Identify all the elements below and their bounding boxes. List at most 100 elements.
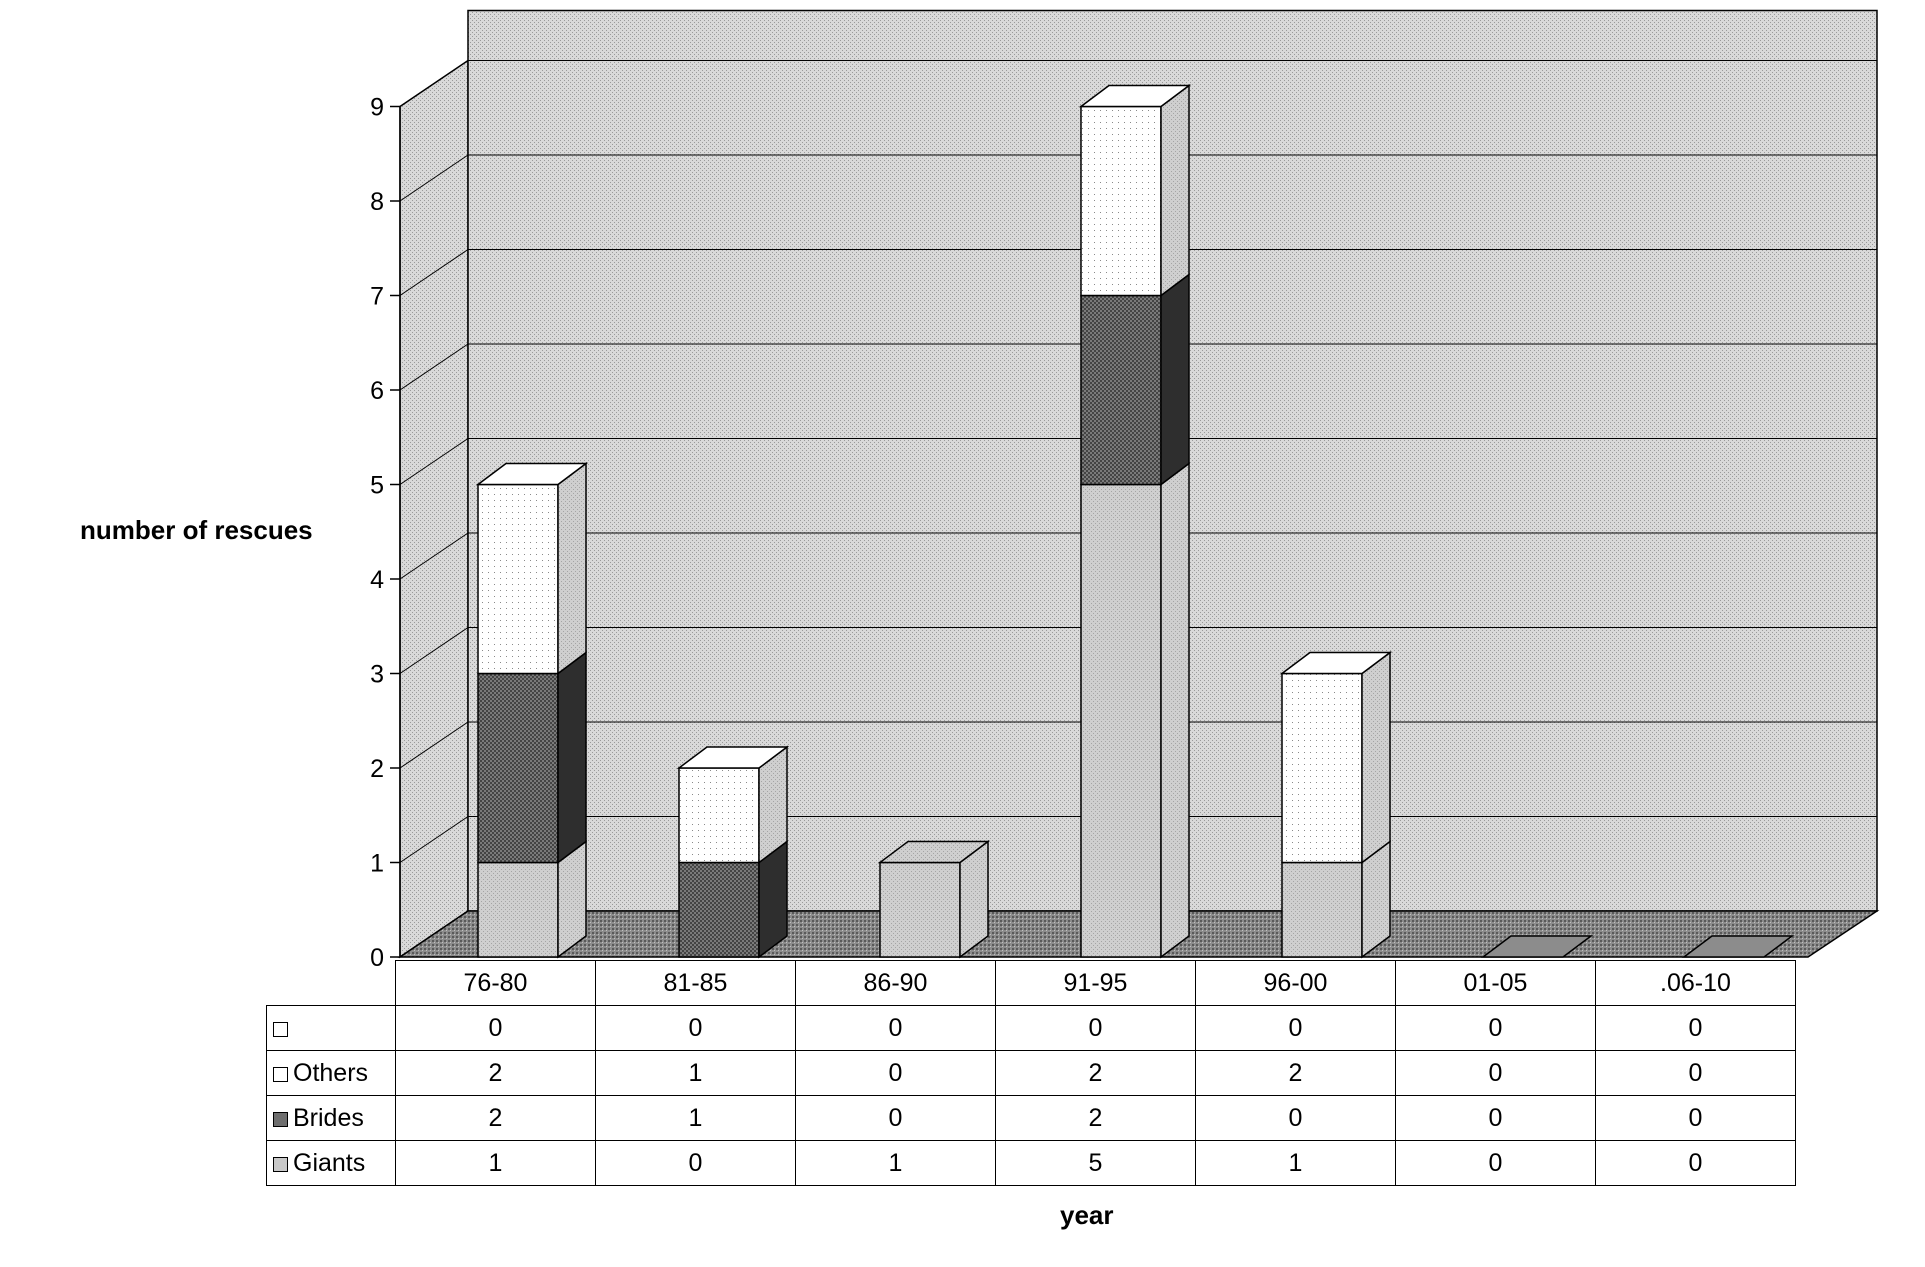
bar-segment-side xyxy=(1160,273,1190,486)
y-tick-label: 1 xyxy=(370,850,384,878)
bar-empty-base xyxy=(1681,935,1795,958)
bar-top xyxy=(676,746,790,769)
table-corner xyxy=(267,961,396,1006)
bar-segment-giants xyxy=(1080,483,1162,958)
data-label: 0 xyxy=(595,1005,796,1051)
legend-entry: Others xyxy=(266,1050,396,1096)
data-label: 0 xyxy=(795,1050,996,1096)
y-tick-label: 6 xyxy=(370,377,384,405)
bar-empty-base xyxy=(1480,935,1594,958)
legend-swatch xyxy=(273,1066,288,1082)
data-label: 1 xyxy=(395,1140,596,1186)
y-axis-title: number of rescues xyxy=(80,515,313,545)
y-tick-label: 7 xyxy=(370,283,384,311)
category-label: 76-80 xyxy=(395,960,596,1006)
data-label: 2 xyxy=(395,1050,596,1096)
gridline-side xyxy=(399,249,469,296)
bar-segment-others xyxy=(678,767,760,864)
category-label: 81-85 xyxy=(595,960,796,1006)
legend-label: Brides xyxy=(293,1103,364,1132)
data-label: 0 xyxy=(1595,1095,1796,1141)
bar-top xyxy=(877,840,991,864)
bar-segment-side xyxy=(1160,84,1190,297)
bar-segment-side xyxy=(557,651,587,864)
data-label: 1 xyxy=(595,1095,796,1141)
legend-entry xyxy=(266,1005,396,1051)
table-header-row: 76-80 81-85 86-90 91-95 96-00 01-05.06-10 xyxy=(267,960,1796,1006)
data-label: 0 xyxy=(995,1005,1196,1051)
y-tick-label: 5 xyxy=(370,472,384,500)
data-label: 2 xyxy=(395,1095,596,1141)
y-tick-label: 2 xyxy=(370,755,384,783)
category-label: .06-10 xyxy=(1595,960,1796,1006)
legend-label: Others xyxy=(293,1058,369,1087)
data-label: 0 xyxy=(395,1005,596,1051)
data-label: 0 xyxy=(1195,1005,1396,1051)
data-label: 0 xyxy=(795,1095,996,1141)
data-label: 0 xyxy=(1395,1005,1596,1051)
table-row: Others 2 1 0 2 2 0 0 xyxy=(266,1050,1796,1096)
y-tick-label: 4 xyxy=(370,566,384,594)
gridline-side xyxy=(399,343,469,391)
table-row: Brides 2 1 0 2 0 0 0 xyxy=(266,1095,1796,1141)
y-tick-label: 3 xyxy=(370,661,384,689)
legend-label: Giants xyxy=(293,1148,366,1177)
legend-swatch xyxy=(273,1156,288,1172)
bar-segment-giants xyxy=(879,861,961,958)
side-wall xyxy=(399,59,469,959)
bar-segment-giants xyxy=(477,861,559,958)
gridline-side xyxy=(399,532,469,580)
y-tick-label: 0 xyxy=(370,944,384,972)
data-label: 0 xyxy=(1595,1140,1796,1186)
bar-segment-side xyxy=(1160,462,1190,959)
data-label: 2 xyxy=(995,1050,1196,1096)
data-table: 76-80 81-85 86-90 91-95 96-00 01-05.06-10 0 0 0 0… xyxy=(266,960,1796,1186)
bar-segment-giants xyxy=(1281,861,1363,958)
bars xyxy=(475,84,1795,959)
category-label: 01-05 xyxy=(1395,960,1596,1006)
bar-segment-others xyxy=(1281,672,1363,864)
category-label: 91-95 xyxy=(995,960,1196,1006)
y-axis: 0 1 2 3 4 5 6 7 8 9 xyxy=(370,94,401,972)
data-label: 0 xyxy=(1395,1050,1596,1096)
data-label: 0 xyxy=(795,1005,996,1051)
y-tick-label: 8 xyxy=(370,188,384,216)
data-label: 0 xyxy=(1595,1005,1796,1051)
data-label: 0 xyxy=(1195,1095,1396,1141)
bar-segment-side xyxy=(557,462,587,675)
bar-segment-brides xyxy=(1080,294,1162,486)
y-tick-label: 9 xyxy=(370,94,384,122)
gridline-side xyxy=(399,438,469,485)
bar-top xyxy=(1078,84,1192,108)
gridline-side xyxy=(399,60,469,107)
bar-segment-brides xyxy=(678,861,760,958)
legend-entry: Brides xyxy=(266,1095,396,1141)
gridline-side xyxy=(399,627,469,674)
bar-segment-brides xyxy=(477,672,559,864)
gridline-side xyxy=(399,816,469,863)
data-label: 5 xyxy=(995,1140,1196,1186)
data-label: 0 xyxy=(1595,1050,1796,1096)
data-label: 1 xyxy=(1195,1140,1396,1186)
category-label: 86-90 xyxy=(795,960,996,1006)
table-row: Giants 1 0 1 5 1 0 0 xyxy=(266,1140,1796,1186)
data-label: 0 xyxy=(595,1140,796,1186)
data-label: 2 xyxy=(995,1095,1196,1141)
data-label: 1 xyxy=(595,1050,796,1096)
legend-swatch xyxy=(273,1111,288,1127)
bar-segment-others xyxy=(1080,105,1162,297)
bar-top xyxy=(475,462,589,486)
gridline-side xyxy=(399,154,469,202)
bar-top xyxy=(1279,651,1393,675)
data-label: 0 xyxy=(1395,1140,1596,1186)
category-label: 96-00 xyxy=(1195,960,1396,1006)
data-label: 0 xyxy=(1395,1095,1596,1141)
bar-segment-side xyxy=(1361,651,1391,864)
data-label: 1 xyxy=(795,1140,996,1186)
gridline-side xyxy=(399,721,469,769)
data-label: 2 xyxy=(1195,1050,1396,1096)
legend-entry: Giants xyxy=(266,1140,396,1186)
x-axis-title: year xyxy=(1060,1200,1114,1230)
